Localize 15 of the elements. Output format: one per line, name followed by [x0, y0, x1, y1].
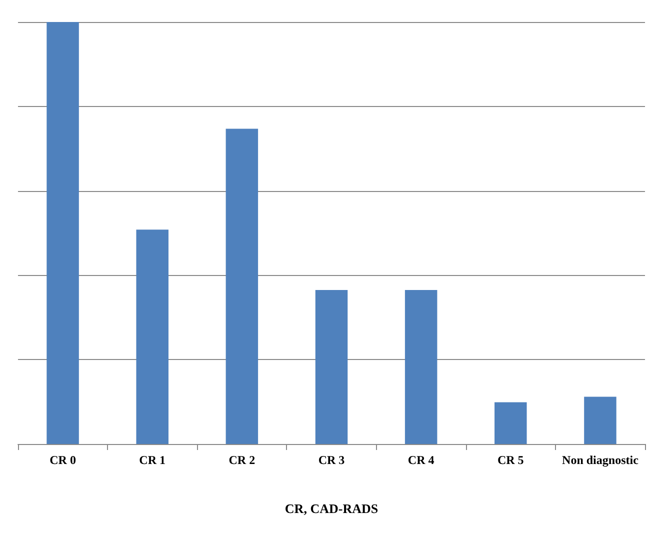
- x-axis-title: CR, CAD-RADS: [284, 501, 378, 516]
- bar: [494, 402, 527, 444]
- x-tick-label: CR 2: [228, 453, 256, 467]
- x-tick-label: CR 5: [497, 453, 524, 467]
- x-tick-label: Non diagnostic: [562, 453, 640, 467]
- bar: [136, 230, 168, 444]
- bar: [584, 396, 616, 444]
- x-tick-label: CR 1: [139, 453, 166, 467]
- x-tick-label: CR 3: [318, 453, 345, 467]
- x-tick-label: CR 0: [50, 453, 76, 467]
- bar: [404, 290, 438, 444]
- bar: [226, 128, 258, 444]
- x-tick-label: CR 4: [408, 453, 434, 467]
- bar: [315, 290, 348, 444]
- bar: [46, 22, 79, 444]
